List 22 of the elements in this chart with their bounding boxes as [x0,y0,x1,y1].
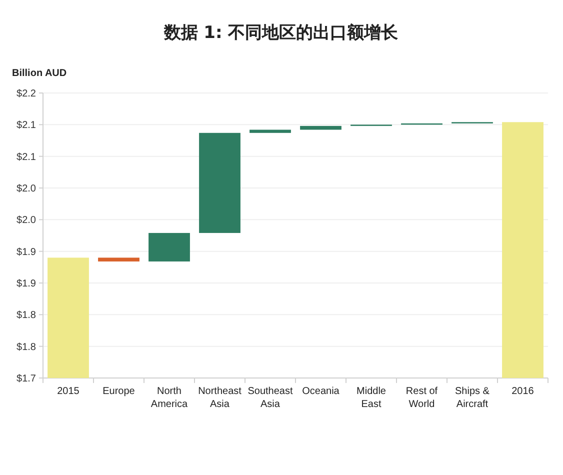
y-tick-label: $2.1 [16,120,36,132]
x-tick-label: 2015 [57,386,80,397]
y-tick-label: $2.0 [16,215,36,226]
y-tick-label: $2.0 [16,184,36,194]
x-tick-label: Northeast Asia [198,386,242,410]
x-tick-label: Ships & Aircraft [455,386,490,410]
y-axis-title: Billion AUD [12,68,67,79]
x-tick-label: Europe [102,386,136,397]
y-tick-label: $2.1 [16,152,36,163]
y-tick-label: $1.9 [16,278,36,290]
x-tick-label: Oceania [302,386,340,397]
y-tick-label: $1.8 [16,310,36,322]
x-tick-label: North America [150,386,188,410]
y-tick-label: $1.7 [16,374,36,384]
chart-title: 数据 1: 不同地区的出口额增长 [162,23,400,43]
x-tick-label: 2016 [512,386,534,397]
x-tick-label: Middle East [356,386,386,410]
y-tick-label: $2.2 [16,88,36,100]
y-tick-label: $1.8 [16,342,36,353]
x-tick-label: Rest of World [406,386,438,410]
y-tick-label: $1.9 [16,246,36,258]
x-tick-label: Southeast Asia [248,386,293,410]
